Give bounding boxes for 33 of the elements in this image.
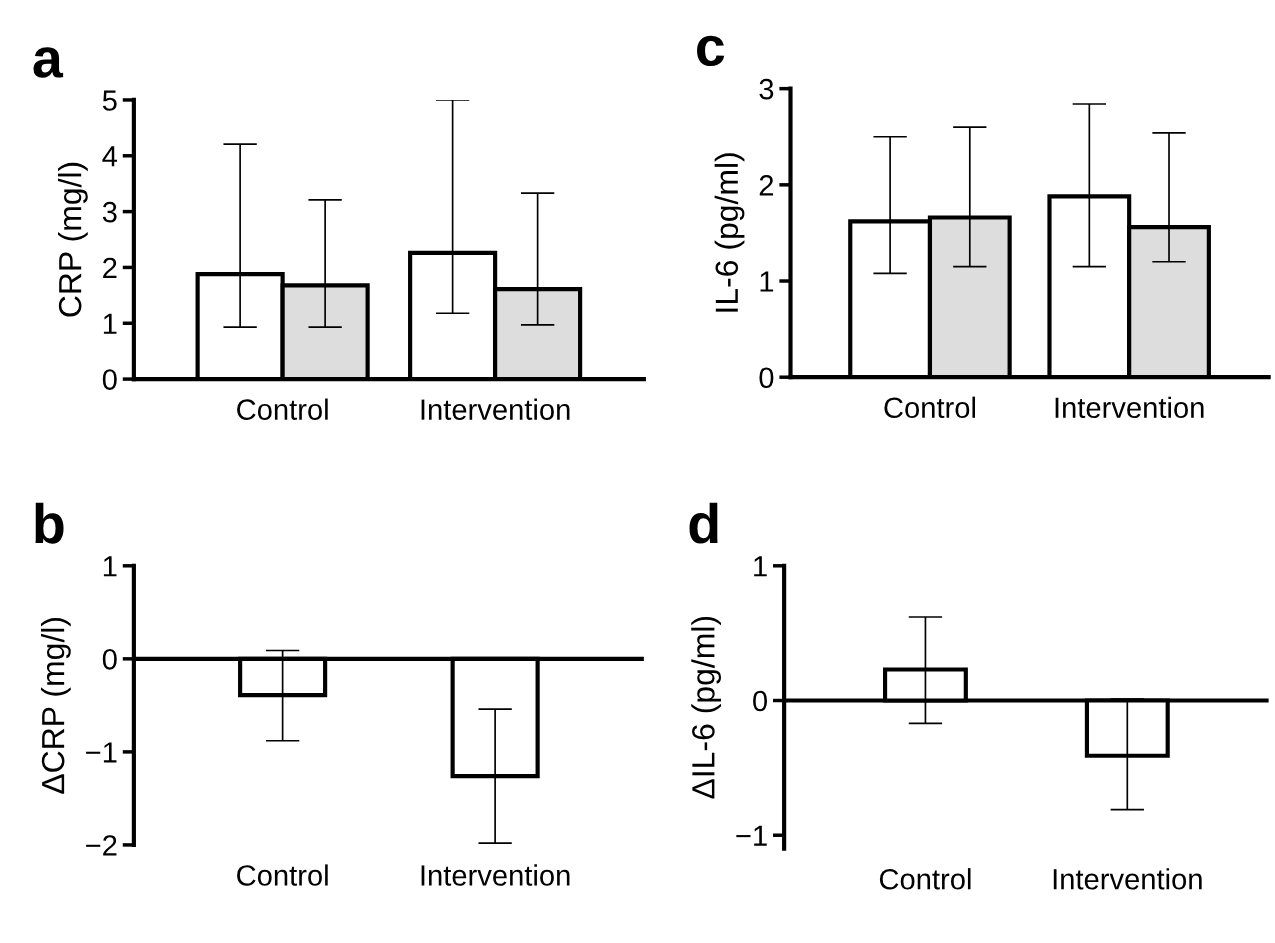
- y-tick-label: 0: [759, 367, 774, 389]
- x-tick-label: Control: [237, 398, 328, 420]
- y-tick-label: 3: [102, 201, 117, 223]
- x-tick-label: Intervention: [1053, 868, 1202, 890]
- y-tick-label: 4: [102, 146, 118, 167]
- y-axis-title: IL-6 (pg/ml): [714, 153, 745, 312]
- y-tick-label: 1: [103, 556, 117, 577]
- y-axis-title: CRP (mg/l): [58, 162, 88, 317]
- x-tick-label: Intervention: [1055, 396, 1204, 419]
- y-tick-label: 0: [102, 649, 117, 670]
- y-tick-label: 2: [759, 175, 774, 196]
- y-tick-label: −1: [736, 825, 767, 846]
- y-axis-title: ΔCRP (mg/l): [40, 617, 71, 794]
- x-tick-label: Control: [884, 396, 976, 419]
- y-tick-label: 1: [754, 556, 767, 577]
- text: a: [33, 47, 64, 78]
- y-tick-label: 1: [760, 271, 774, 292]
- x-tick-label: Control: [237, 864, 328, 886]
- y-tick-label: 2: [103, 257, 117, 278]
- y-tick-label: −1: [86, 742, 117, 763]
- y-tick-label: −2: [86, 835, 117, 856]
- y-axis-title: ΔIL-6 (pg/ml): [691, 616, 722, 799]
- y-tick-label: 0: [753, 690, 768, 712]
- x-tick-label: Intervention: [421, 864, 570, 886]
- text: c: [697, 35, 725, 67]
- text: d: [689, 502, 718, 544]
- y-tick-label: 0: [102, 369, 117, 390]
- y-tick-label: 3: [759, 78, 774, 100]
- x-tick-label: Intervention: [421, 398, 570, 420]
- y-tick-label: 1: [103, 313, 117, 334]
- text: b: [35, 502, 64, 544]
- x-tick-label: Control: [879, 868, 971, 890]
- y-tick-label: 5: [102, 90, 117, 111]
